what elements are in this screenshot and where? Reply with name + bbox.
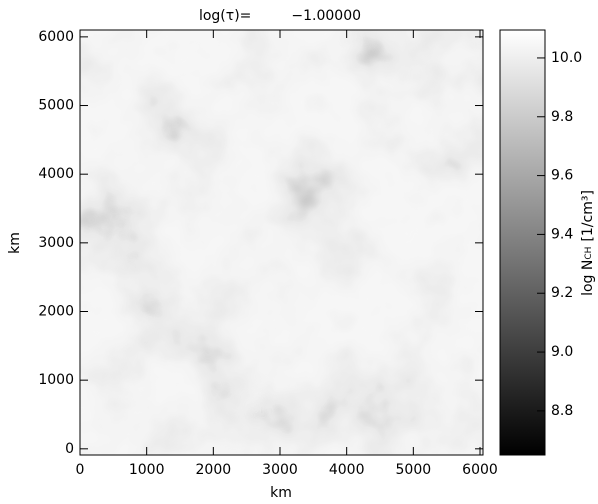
x-tick-label: 3000	[262, 462, 298, 478]
x-tick-label: 2000	[196, 462, 232, 478]
y-tick-label: 2000	[38, 304, 74, 320]
colorbar-tick-label: 9.8	[551, 109, 573, 125]
x-tick-label: 5000	[396, 462, 432, 478]
colorbar	[500, 30, 545, 455]
x-tick-label: 6000	[462, 462, 498, 478]
colorbar-tick-label: 9.6	[551, 168, 573, 184]
colorbar-tick-label: 10.0	[551, 50, 582, 66]
colorbar-tick-label: 9.4	[551, 226, 573, 242]
y-tick-label: 4000	[38, 166, 74, 182]
colorbar-frame	[499, 29, 546, 456]
x-axis-label: km	[270, 485, 292, 501]
colorbar-tick-label: 9.2	[551, 285, 573, 301]
y-tick-label: 5000	[38, 98, 74, 114]
x-tick-label: 4000	[329, 462, 365, 478]
y-tick-label: 3000	[38, 235, 74, 251]
chart-title: log(τ)= −1.00000	[199, 8, 361, 24]
y-tick-label: 6000	[38, 29, 74, 45]
y-tick-label: 1000	[38, 372, 74, 388]
y-axis-label: km	[7, 232, 23, 254]
colorbar-label: log NCH[1/cm³]	[580, 190, 596, 296]
y-tick-label: 0	[65, 441, 74, 457]
x-tick-label: 1000	[129, 462, 165, 478]
image	[80, 30, 483, 455]
colorbar-tick-label: 8.8	[551, 403, 573, 419]
x-tick-label: 0	[76, 462, 85, 478]
colorbar-tick-label: 9.0	[551, 344, 573, 360]
